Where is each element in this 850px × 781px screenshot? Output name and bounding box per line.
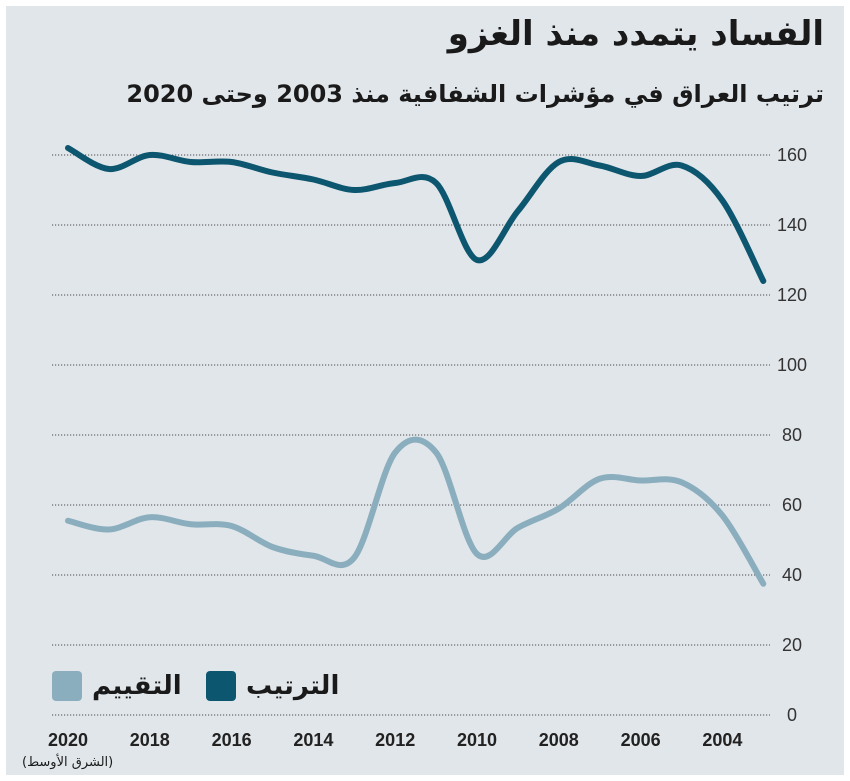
x-tick-label: 2014 bbox=[293, 730, 333, 750]
legend-label-rank: الترتيب bbox=[246, 671, 340, 701]
legend-item-rank: الترتيب bbox=[206, 670, 339, 702]
x-tick-label: 2020 bbox=[48, 730, 88, 750]
series-lines bbox=[65, 145, 767, 587]
legend-swatch-rank bbox=[206, 671, 236, 701]
y-tick-label: 140 bbox=[777, 215, 807, 235]
chart-panel bbox=[6, 6, 844, 775]
y-tick-label: 60 bbox=[782, 495, 802, 515]
x-axis-tick-labels: 2020 2018 2016 2014 2012 2010 2008 2006 2004 bbox=[48, 730, 742, 750]
y-tick-label: 40 bbox=[782, 565, 802, 585]
y-tick-label: 80 bbox=[782, 425, 802, 445]
x-tick-label: 2010 bbox=[457, 730, 497, 750]
y-tick-label: 100 bbox=[777, 355, 807, 375]
legend-item-score: التقييم bbox=[52, 670, 182, 702]
x-tick-label: 2012 bbox=[375, 730, 415, 750]
series-line-score bbox=[65, 436, 767, 587]
y-tick-label: 20 bbox=[782, 635, 802, 655]
x-tick-label: 2016 bbox=[212, 730, 252, 750]
source-credit: (الشرق الأوسط) bbox=[22, 755, 114, 770]
chart-subtitle: ترتيب العراق في مؤشرات الشفافية منذ 2003… bbox=[126, 80, 824, 108]
legend-label-score: التقييم bbox=[92, 671, 182, 701]
chart-title: الفساد يتمدد منذ الغزو bbox=[447, 14, 824, 54]
x-tick-label: 2004 bbox=[702, 730, 742, 750]
y-tick-label: 120 bbox=[777, 285, 807, 305]
y-tick-label: 0 bbox=[787, 705, 797, 725]
gridlines bbox=[52, 154, 770, 716]
y-tick-label: 160 bbox=[777, 145, 807, 165]
x-tick-label: 2008 bbox=[539, 730, 579, 750]
legend-swatch-score bbox=[52, 671, 82, 701]
x-tick-label: 2006 bbox=[621, 730, 661, 750]
series-line-rank bbox=[65, 145, 767, 284]
x-tick-label: 2018 bbox=[130, 730, 170, 750]
y-axis-tick-labels: 0 20 40 60 80 100 120 140 160 bbox=[777, 145, 807, 725]
